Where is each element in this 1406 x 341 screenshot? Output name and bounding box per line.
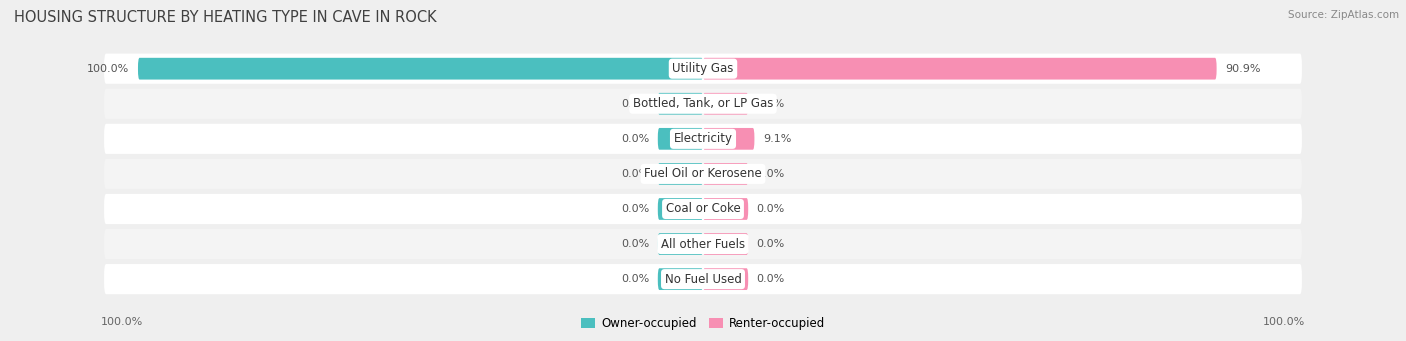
FancyBboxPatch shape xyxy=(703,163,748,185)
Text: Source: ZipAtlas.com: Source: ZipAtlas.com xyxy=(1288,10,1399,20)
FancyBboxPatch shape xyxy=(658,233,703,255)
Text: 100.0%: 100.0% xyxy=(101,317,143,327)
Text: 9.1%: 9.1% xyxy=(763,134,792,144)
FancyBboxPatch shape xyxy=(703,93,748,115)
FancyBboxPatch shape xyxy=(703,58,1216,79)
Text: 0.0%: 0.0% xyxy=(621,134,650,144)
Text: 0.0%: 0.0% xyxy=(756,239,785,249)
Text: 100.0%: 100.0% xyxy=(1263,317,1305,327)
Text: Bottled, Tank, or LP Gas: Bottled, Tank, or LP Gas xyxy=(633,97,773,110)
Text: 0.0%: 0.0% xyxy=(756,204,785,214)
FancyBboxPatch shape xyxy=(104,159,1302,189)
FancyBboxPatch shape xyxy=(703,268,748,290)
Text: 90.9%: 90.9% xyxy=(1225,64,1261,74)
FancyBboxPatch shape xyxy=(658,128,703,150)
FancyBboxPatch shape xyxy=(104,229,1302,259)
FancyBboxPatch shape xyxy=(138,58,703,79)
FancyBboxPatch shape xyxy=(104,264,1302,294)
Text: 0.0%: 0.0% xyxy=(621,169,650,179)
Text: HOUSING STRUCTURE BY HEATING TYPE IN CAVE IN ROCK: HOUSING STRUCTURE BY HEATING TYPE IN CAV… xyxy=(14,10,437,25)
Text: 0.0%: 0.0% xyxy=(756,274,785,284)
Text: Coal or Coke: Coal or Coke xyxy=(665,203,741,216)
FancyBboxPatch shape xyxy=(703,233,748,255)
FancyBboxPatch shape xyxy=(703,128,755,150)
FancyBboxPatch shape xyxy=(658,93,703,115)
FancyBboxPatch shape xyxy=(104,194,1302,224)
FancyBboxPatch shape xyxy=(658,163,703,185)
Text: Electricity: Electricity xyxy=(673,132,733,145)
Text: 0.0%: 0.0% xyxy=(621,274,650,284)
Text: 0.0%: 0.0% xyxy=(756,99,785,109)
FancyBboxPatch shape xyxy=(703,198,748,220)
Legend: Owner-occupied, Renter-occupied: Owner-occupied, Renter-occupied xyxy=(576,313,830,335)
Text: Fuel Oil or Kerosene: Fuel Oil or Kerosene xyxy=(644,167,762,180)
Text: 0.0%: 0.0% xyxy=(621,239,650,249)
FancyBboxPatch shape xyxy=(104,124,1302,154)
Text: Utility Gas: Utility Gas xyxy=(672,62,734,75)
Text: No Fuel Used: No Fuel Used xyxy=(665,273,741,286)
Text: 100.0%: 100.0% xyxy=(87,64,129,74)
Text: 0.0%: 0.0% xyxy=(621,99,650,109)
FancyBboxPatch shape xyxy=(104,54,1302,84)
FancyBboxPatch shape xyxy=(658,268,703,290)
Text: 0.0%: 0.0% xyxy=(756,169,785,179)
FancyBboxPatch shape xyxy=(104,89,1302,119)
FancyBboxPatch shape xyxy=(658,198,703,220)
Text: 0.0%: 0.0% xyxy=(621,204,650,214)
Text: All other Fuels: All other Fuels xyxy=(661,238,745,251)
